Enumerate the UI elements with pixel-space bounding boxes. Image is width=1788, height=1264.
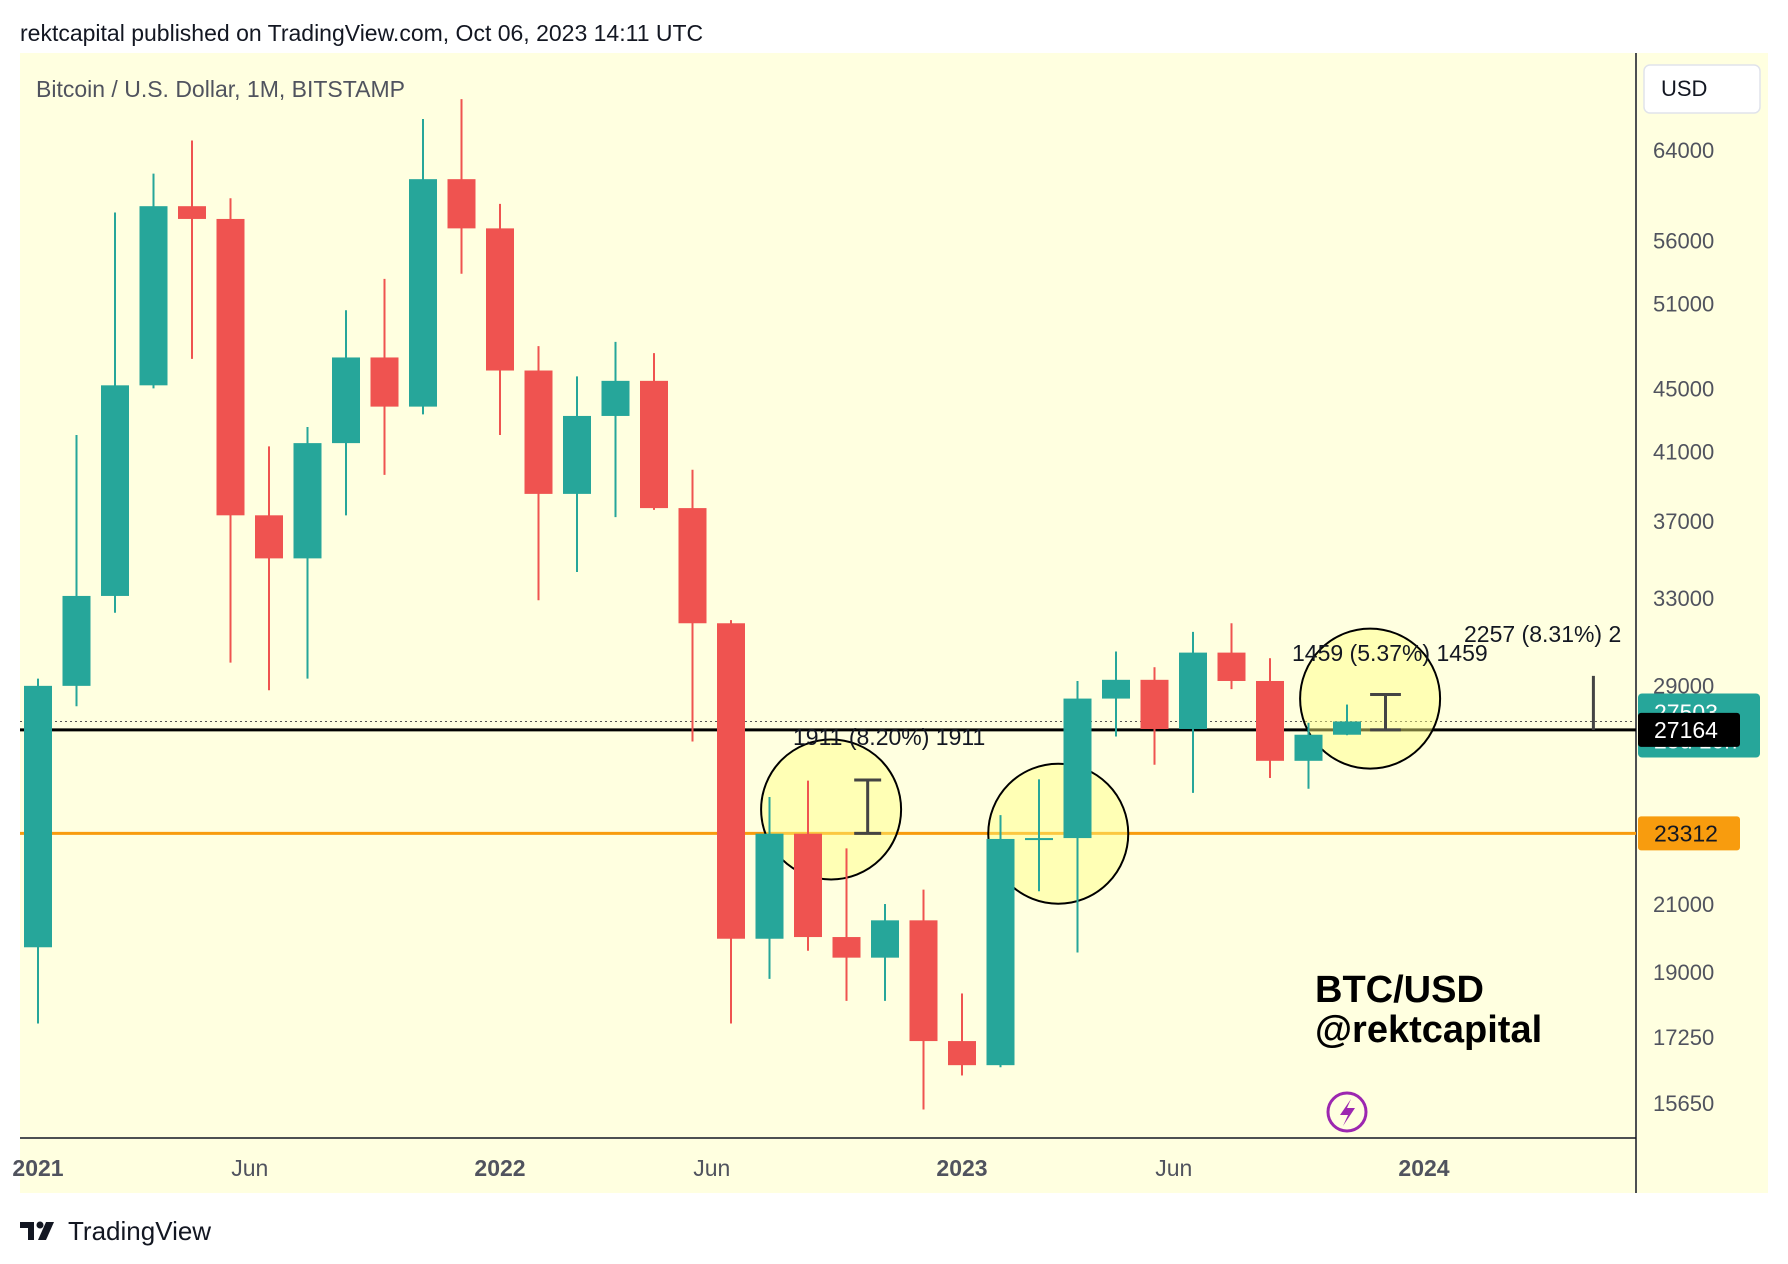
candle-body bbox=[409, 179, 437, 407]
candle-body bbox=[101, 385, 129, 596]
time-tick-label: Jun bbox=[693, 1155, 730, 1181]
time-tick-label: 2024 bbox=[1398, 1155, 1449, 1181]
measure-label: 1911 (8.20%) 1911 bbox=[793, 724, 985, 750]
level-badge-label: 23312 bbox=[1654, 820, 1718, 846]
publisher-line: rektcapital published on TradingView.com… bbox=[20, 20, 704, 46]
chart-background bbox=[20, 53, 1636, 1138]
time-tick-label: Jun bbox=[231, 1155, 268, 1181]
candle-body bbox=[62, 595, 91, 686]
candle-body bbox=[871, 920, 899, 958]
price-tick-label: 41000 bbox=[1653, 439, 1714, 464]
candle-body bbox=[948, 1041, 976, 1066]
price-tick-label: 37000 bbox=[1653, 509, 1714, 534]
candle-body bbox=[255, 515, 283, 559]
candle-body bbox=[524, 370, 553, 494]
candle-body bbox=[1063, 698, 1092, 839]
price-tick-label: 64000 bbox=[1653, 138, 1714, 163]
candle-body bbox=[832, 937, 861, 958]
measure-label: 2257 (8.31%) 2 bbox=[1464, 621, 1621, 647]
time-axis-ticks: 2021 Jun 2022 Jun 2023 Jun 2024 bbox=[12, 1155, 1449, 1181]
candle-body bbox=[293, 443, 322, 559]
symbol-title: Bitcoin / U.S. Dollar, 1M, BITSTAMP bbox=[36, 76, 405, 102]
candle-body bbox=[909, 920, 938, 1042]
candle-body bbox=[678, 508, 707, 624]
tradingview-logo-icon bbox=[20, 1221, 54, 1240]
candle-body bbox=[755, 833, 784, 939]
footer: TradingView bbox=[20, 1214, 211, 1248]
candle-body bbox=[139, 206, 168, 386]
currency-label: USD bbox=[1661, 76, 1707, 101]
candle-body bbox=[1179, 652, 1207, 729]
level-badge bbox=[1638, 712, 1740, 747]
candle-body bbox=[601, 380, 630, 416]
currency-selector[interactable]: USD bbox=[1643, 64, 1761, 114]
candle-body bbox=[640, 380, 668, 509]
price-tick-label: 19000 bbox=[1653, 960, 1714, 985]
time-tick-label: 2023 bbox=[936, 1155, 987, 1181]
candle-body bbox=[717, 623, 745, 939]
time-tick-label: 2021 bbox=[12, 1155, 63, 1181]
horizontal-lines-layer bbox=[20, 720, 1636, 835]
level-badge bbox=[1638, 816, 1740, 851]
time-tick-label: 2022 bbox=[474, 1155, 525, 1181]
candle-body bbox=[370, 357, 399, 407]
candle-body bbox=[986, 838, 1015, 1066]
candle-body bbox=[1025, 838, 1053, 841]
candle-body bbox=[1333, 721, 1361, 735]
candle-body bbox=[178, 206, 206, 219]
price-tick-label: 21000 bbox=[1653, 892, 1714, 917]
candle-body bbox=[563, 415, 591, 494]
candle-body bbox=[794, 833, 822, 938]
candle-body bbox=[447, 179, 476, 229]
axis-background bbox=[1636, 53, 1768, 1193]
candle-body bbox=[1102, 679, 1130, 699]
candle-body bbox=[332, 357, 360, 444]
price-tick-label: 33000 bbox=[1653, 586, 1714, 611]
watermark-line2: @rektcapital bbox=[1315, 1009, 1542, 1051]
time-tick-label: Jun bbox=[1155, 1155, 1192, 1181]
price-tick-label: 56000 bbox=[1653, 228, 1714, 253]
candle-body bbox=[1217, 652, 1246, 681]
currency-button bbox=[1643, 64, 1761, 114]
price-tick-label: 17250 bbox=[1653, 1025, 1714, 1050]
candle-body bbox=[216, 218, 245, 516]
candles-layer bbox=[24, 99, 1361, 1110]
measure-label: 1459 (5.37%) 1459 bbox=[1292, 640, 1488, 666]
candle-body bbox=[1256, 680, 1284, 761]
price-badges-layer: 2750325d 10h2716423312 bbox=[1638, 693, 1760, 851]
watermark-line1: BTC/USD bbox=[1315, 969, 1484, 1011]
footer-brand: TradingView bbox=[68, 1215, 212, 1246]
level-badge-label: 27164 bbox=[1654, 717, 1718, 743]
candle-body bbox=[24, 685, 52, 948]
candle-body bbox=[486, 228, 514, 371]
price-tick-label: 45000 bbox=[1653, 376, 1714, 401]
price-tick-label: 15650 bbox=[1653, 1091, 1714, 1116]
lightning-icon bbox=[1326, 1091, 1368, 1133]
time-axis-background bbox=[20, 1138, 1636, 1193]
candle-body bbox=[1294, 734, 1323, 761]
price-tick-label: 51000 bbox=[1653, 292, 1714, 317]
highlight-circle bbox=[987, 762, 1130, 905]
candle-body bbox=[1140, 679, 1169, 729]
